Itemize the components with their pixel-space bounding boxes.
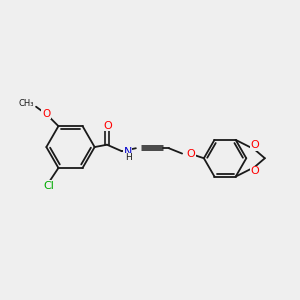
Text: CH₃: CH₃ bbox=[18, 99, 34, 108]
Text: Cl: Cl bbox=[43, 181, 54, 190]
Text: H: H bbox=[125, 153, 131, 162]
Text: N: N bbox=[124, 147, 132, 158]
Text: O: O bbox=[187, 149, 196, 159]
Text: O: O bbox=[251, 140, 260, 150]
Text: O: O bbox=[103, 121, 112, 130]
Text: O: O bbox=[42, 109, 50, 119]
Text: O: O bbox=[251, 166, 260, 176]
